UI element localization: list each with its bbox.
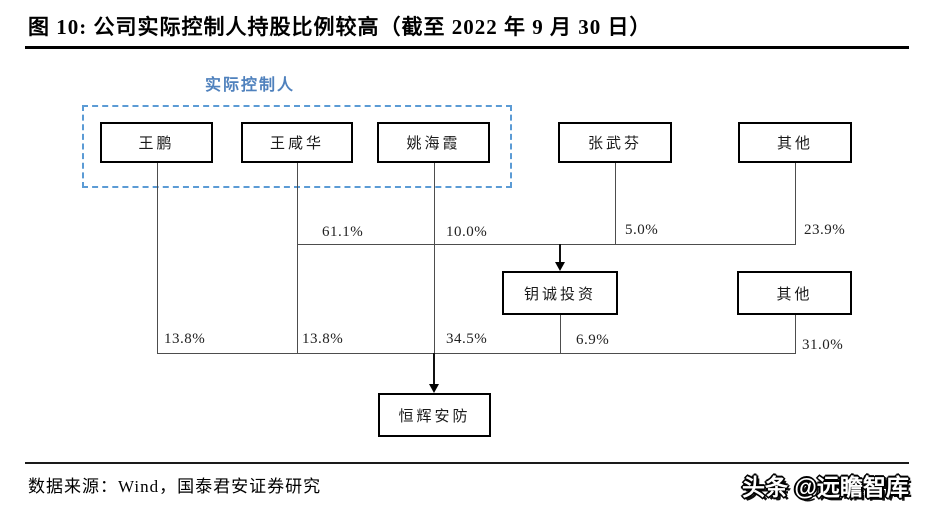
connector-yaohaixia-down — [434, 163, 435, 353]
node-wangxianhua: 王咸华 — [241, 122, 353, 163]
arrow-down-icon — [429, 384, 439, 393]
node-yuecheng-investment: 钥诚投资 — [502, 271, 618, 315]
connector-zhangwufen-down — [615, 163, 616, 244]
pct-other-yuecheng: 23.9% — [804, 222, 846, 238]
title-divider — [25, 46, 909, 49]
data-source-note: 数据来源：Wind，国泰君安证券研究 — [28, 477, 322, 496]
pct-other-henghui: 31.0% — [802, 337, 844, 353]
node-other-top: 其他 — [738, 122, 852, 163]
figure-title: 图 10: 公司实际控制人持股比例较高（截至 2022 年 9 月 30 日） — [28, 15, 652, 39]
node-wangpeng: 王鹏 — [100, 122, 213, 163]
connector-yuecheng-down — [560, 315, 561, 353]
collector-line-lower — [157, 353, 796, 354]
connector-other-mid-down — [795, 315, 796, 353]
pct-yaohaixia-yuecheng: 10.0% — [446, 224, 488, 240]
pct-wangpeng-henghui: 13.8% — [164, 331, 206, 347]
connector-wangpeng-down — [157, 163, 158, 353]
connector-other-top-down — [795, 163, 796, 244]
pct-wangxianhua-henghui: 13.8% — [302, 331, 344, 347]
node-henghui-anfang: 恒辉安防 — [378, 393, 491, 437]
pct-zhangwufen-yuecheng: 5.0% — [625, 222, 659, 238]
pct-yaohaixia-henghui: 34.5% — [446, 331, 488, 347]
pct-yuecheng-henghui: 6.9% — [576, 332, 610, 348]
node-zhangwufen: 张武芬 — [558, 122, 672, 163]
node-yaohaixia: 姚海霞 — [377, 122, 490, 163]
toutiao-watermark: 头条 @远瞻智库 — [742, 474, 909, 500]
arrow-down-icon — [555, 262, 565, 271]
arrow-line-to-yuecheng — [559, 244, 561, 264]
arrow-line-to-henghui — [433, 353, 435, 385]
connector-wangxianhua-down — [297, 163, 298, 353]
collector-line-upper — [297, 244, 796, 245]
node-other-mid: 其他 — [737, 271, 852, 315]
pct-wangxianhua-yuecheng: 61.1% — [322, 224, 364, 240]
controller-group-label: 实际控制人 — [205, 77, 296, 94]
footer-divider — [25, 462, 909, 464]
